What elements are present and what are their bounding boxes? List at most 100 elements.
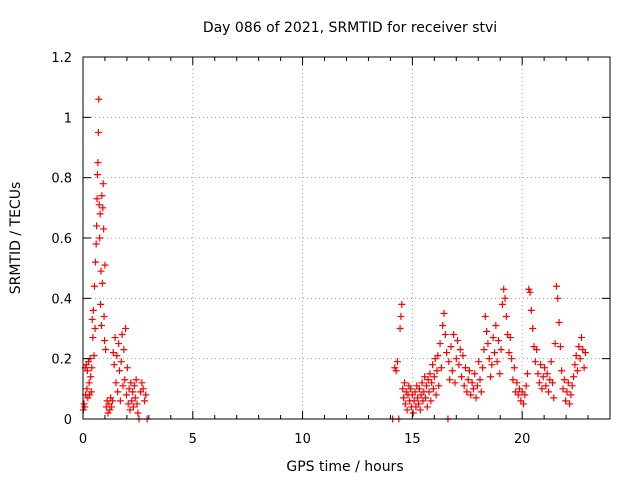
data-point [551,340,559,348]
data-point [117,358,125,366]
data-point [102,346,110,354]
data-point [409,409,417,417]
data-point [92,258,100,266]
data-point [510,364,518,372]
data-point [425,388,433,396]
data-point [133,400,141,408]
data-points [79,95,589,423]
data-point [445,358,453,366]
data-point [110,361,118,369]
data-point [436,340,444,348]
data-point [99,180,107,188]
data-point [400,394,408,402]
data-point [492,321,500,329]
data-point [460,382,468,390]
data-point [421,373,429,381]
data-point [563,388,571,396]
data-point [575,343,583,351]
data-point [481,312,489,320]
data-point [439,321,447,329]
data-point [479,364,487,372]
data-point [115,340,123,348]
data-point [98,192,106,200]
data-point [90,352,98,360]
data-point [397,312,405,320]
data-point [97,267,105,275]
data-point [559,385,567,393]
data-point [513,379,521,387]
data-point [545,388,553,396]
data-point [488,361,496,369]
data-point [435,382,443,390]
data-point [128,397,136,405]
data-point [451,379,459,387]
data-point [514,391,522,399]
data-point [122,325,130,332]
x-tick-label: 5 [189,432,197,447]
data-point [480,346,488,354]
data-point [489,334,497,342]
data-point [85,379,93,387]
data-point [501,294,509,302]
data-point [125,385,133,393]
data-point [550,394,558,402]
data-point [522,382,530,390]
data-point [469,385,477,393]
data-point [84,358,92,366]
data-point [496,370,504,378]
data-point [403,406,411,414]
data-point [90,282,98,290]
data-point [108,403,116,411]
data-point [475,358,483,366]
y-tick-label: 1.2 [51,51,72,66]
data-point [399,385,407,393]
data-point [129,388,137,396]
data-point [472,394,480,402]
data-point [521,391,529,399]
x-tick-label: 15 [404,432,421,447]
data-point [433,367,441,375]
data-point [111,334,119,342]
data-point [92,240,100,248]
data-point [398,300,406,308]
data-point [446,376,454,384]
data-point [581,349,589,357]
data-point [130,403,138,411]
data-point [121,376,129,384]
data-point [487,373,495,381]
data-point [94,128,102,136]
data-point [81,403,89,411]
data-point [447,343,455,351]
data-point [94,159,102,167]
data-point [118,331,126,339]
data-point [109,349,117,357]
data-point [443,349,451,357]
data-point [483,328,491,336]
data-point [93,222,101,230]
data-point [556,343,564,351]
data-point [396,325,404,332]
data-point [568,382,576,390]
data-point [100,312,108,320]
data-point [115,367,123,375]
data-point [576,355,584,363]
data-point [416,406,424,414]
data-point [525,285,533,293]
data-point [101,337,109,345]
data-point [108,397,116,405]
data-point [548,379,556,387]
data-point [95,201,103,209]
data-point [427,397,435,405]
data-point [468,379,476,387]
y-tick-label: 0 [64,413,72,428]
data-point [564,379,572,387]
data-point [462,364,470,372]
data-point [422,382,430,390]
data-point [577,334,585,342]
data-point [424,376,432,384]
data-point [123,364,131,372]
data-point [127,379,135,387]
data-point [526,288,534,296]
data-point [101,261,109,269]
data-point [131,394,139,402]
